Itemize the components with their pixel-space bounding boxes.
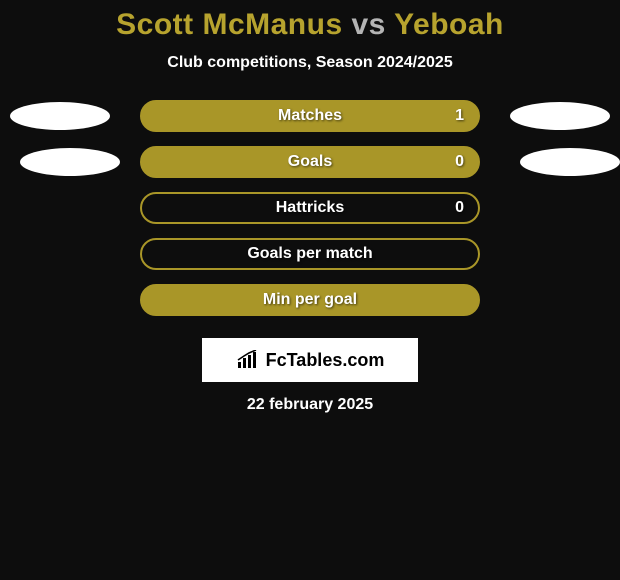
stat-bar: Min per goal — [140, 284, 480, 316]
decorative-ellipse-right — [510, 102, 610, 130]
decorative-ellipse-right — [520, 148, 620, 176]
stat-row: Min per goal — [0, 284, 620, 316]
player1-name: Scott McManus — [116, 8, 343, 41]
logo-box: FcTables.com — [202, 338, 418, 382]
stat-row: Matches 1 — [0, 100, 620, 132]
vs-separator: vs — [343, 8, 395, 41]
stat-value: 0 — [455, 199, 464, 217]
stat-label: Hattricks — [276, 199, 344, 217]
stat-bar: Hattricks 0 — [140, 192, 480, 224]
subtitle: Club competitions, Season 2024/2025 — [0, 54, 620, 72]
logo-text: FcTables.com — [266, 350, 385, 371]
stat-row: Hattricks 0 — [0, 192, 620, 224]
page-title: Scott McManus vs Yeboah — [0, 8, 620, 42]
stat-value: 0 — [455, 153, 464, 171]
stat-rows: Matches 1 Goals 0 Hattricks 0 Goals per match M… — [0, 100, 620, 316]
stat-row: Goals per match — [0, 238, 620, 270]
stat-bar: Goals per match — [140, 238, 480, 270]
stat-row: Goals 0 — [0, 146, 620, 178]
player2-name: Yeboah — [394, 8, 504, 41]
stat-label: Matches — [278, 107, 342, 125]
decorative-ellipse-left — [10, 102, 110, 130]
stat-value: 1 — [455, 107, 464, 125]
chart-icon — [236, 350, 262, 370]
stat-bar: Matches 1 — [140, 100, 480, 132]
stat-label: Min per goal — [263, 291, 357, 309]
stat-label: Goals — [288, 153, 332, 171]
comparison-infographic: Scott McManus vs Yeboah Club competition… — [0, 0, 620, 414]
stat-bar: Goals 0 — [140, 146, 480, 178]
decorative-ellipse-left — [20, 148, 120, 176]
date-label: 22 february 2025 — [0, 396, 620, 414]
stat-label: Goals per match — [247, 245, 372, 263]
